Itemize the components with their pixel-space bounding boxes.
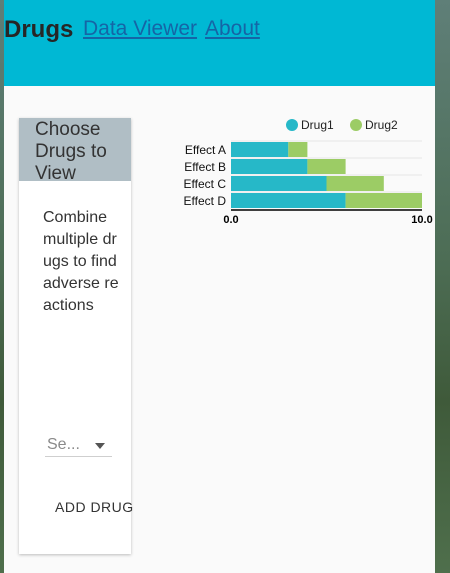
- card-description: Combine multiple drugs to find adverse r…: [43, 209, 119, 314]
- drug-select-value: Se...: [47, 436, 80, 453]
- bar-effect-d-drug2: [345, 193, 422, 208]
- bar-effect-c-drug1: [231, 176, 327, 191]
- category-label: Effect A: [185, 143, 226, 157]
- chevron-down-icon: [95, 443, 105, 449]
- legend-label-1: Drug1: [301, 118, 334, 132]
- card-header: Choose Drugs to View: [19, 118, 131, 184]
- legend-marker-2: [350, 119, 362, 131]
- add-drug-button[interactable]: ADD DRUG: [55, 499, 134, 515]
- brand-title: Drugs: [4, 16, 74, 43]
- x-tick-label: 10.0: [411, 214, 432, 226]
- category-label: Effect B: [184, 160, 226, 174]
- x-tick-label: 0.0: [223, 214, 238, 226]
- drug-select[interactable]: Se...: [45, 434, 112, 457]
- category-label: Effect D: [184, 194, 227, 208]
- nav-link-data-viewer[interactable]: Data Viewer: [83, 17, 198, 40]
- bar-effect-a-drug2: [288, 142, 308, 157]
- legend-label-2: Drug2: [365, 118, 398, 132]
- card-title: Choose Drugs to View: [35, 119, 107, 184]
- adverse-effects-chart: Drug1 Drug2 Effect A Effect B Effect C Effect…: [184, 118, 433, 226]
- bar-effect-d-drug1: [231, 193, 346, 208]
- nav-link-about[interactable]: About: [205, 17, 260, 40]
- category-label: Effect C: [184, 177, 227, 191]
- bar-effect-a-drug1: [231, 142, 289, 157]
- bar-effect-c-drug2: [326, 176, 384, 191]
- app-header: Drugs Data Viewer About: [4, 0, 435, 86]
- legend-marker-1: [286, 119, 298, 131]
- app-window: Drugs Data Viewer About Choose Drugs to …: [4, 0, 435, 573]
- choose-drugs-card: Choose Drugs to View Combine multiple dr…: [19, 118, 134, 554]
- bar-effect-b-drug1: [231, 159, 308, 174]
- bar-effect-b-drug2: [307, 159, 346, 174]
